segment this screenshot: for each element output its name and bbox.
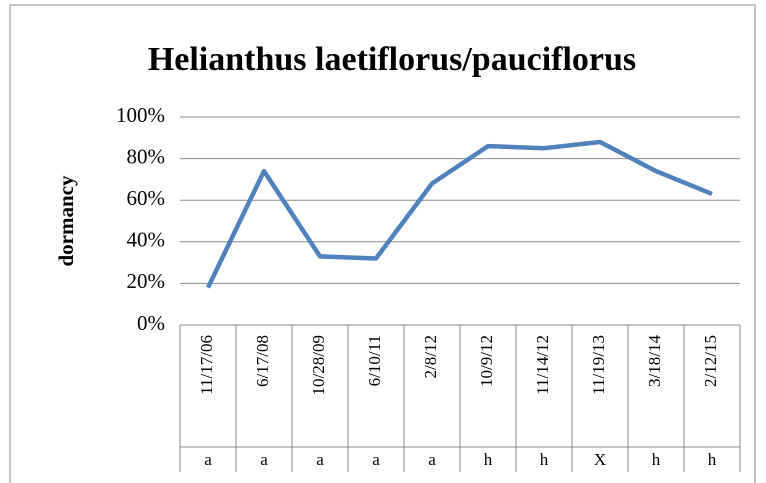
x-tick-label: 6/10/11 [365,335,384,386]
x-tick-label: 11/14/12 [533,335,552,395]
x-group-label: a [316,450,324,469]
x-tick-label: 2/8/12 [421,335,440,378]
x-group-label: h [540,450,549,469]
x-tick-label: 6/17/08 [253,335,272,387]
y-tick-label: 0% [137,311,165,335]
y-tick-label: 60% [127,186,166,210]
x-group-label: X [594,450,606,469]
x-group-label: h [484,450,493,469]
x-group-label: a [372,450,380,469]
x-group-label: a [204,450,212,469]
x-group-label: h [652,450,661,469]
x-group-label: h [708,450,717,469]
y-tick-label: 100% [116,103,165,127]
y-tick-label: 20% [127,269,166,293]
chart-frame [9,4,756,483]
x-tick-label: 11/17/06 [197,335,216,395]
x-tick-label: 10/28/09 [309,335,328,395]
x-group-label: a [428,450,436,469]
x-group-label: a [260,450,268,469]
y-axis-label: dormancy [54,175,78,266]
y-tick-label: 40% [127,228,166,252]
x-tick-label: 11/19/13 [589,335,608,395]
x-tick-label: 10/9/12 [477,335,496,387]
chart-title: Helianthus laetiflorus/pauciflorus [148,41,636,78]
data-line [205,139,713,289]
x-tick-label: 2/12/15 [701,335,720,387]
y-tick-label: 80% [127,144,166,168]
x-tick-label: 3/18/14 [645,335,664,387]
